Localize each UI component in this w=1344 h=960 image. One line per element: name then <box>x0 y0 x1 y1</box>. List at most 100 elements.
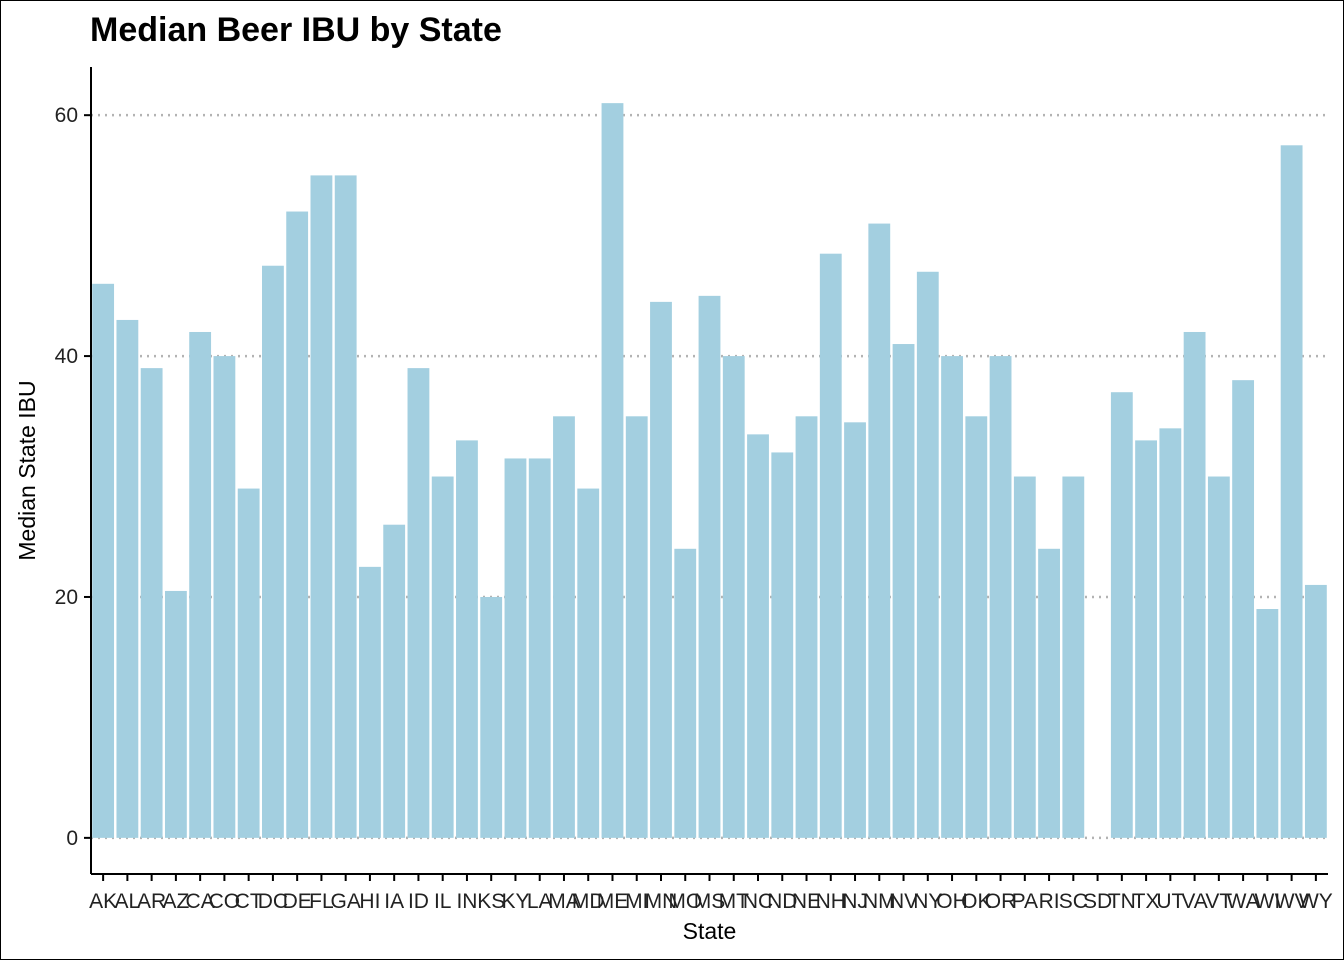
bar-ne <box>795 416 818 838</box>
bar-nj <box>844 422 866 838</box>
bar-mn <box>650 301 672 838</box>
x-tick-label: MD <box>572 890 605 913</box>
x-tick-label: NC <box>743 890 773 913</box>
bar-id <box>407 368 430 838</box>
bar-fl <box>310 175 333 838</box>
bar-ga <box>334 175 357 838</box>
bar-mt <box>722 356 745 838</box>
x-tick-label: NY <box>913 890 942 913</box>
bar-wi <box>1256 609 1279 838</box>
x-tick-label: NM <box>863 890 896 913</box>
x-tick-label: AK <box>89 890 117 913</box>
x-tick-label: ND <box>767 890 797 913</box>
x-tick-label: VA <box>1181 890 1207 913</box>
bars <box>92 103 1327 838</box>
x-tick-label: ID <box>408 890 429 913</box>
x-tick-label: IA <box>384 890 404 913</box>
x-tick-label: TX <box>1133 890 1160 913</box>
bar-pa <box>1013 476 1036 838</box>
bar-ia <box>383 524 406 838</box>
x-tick-label: OH <box>936 890 968 913</box>
bar-wy <box>1304 584 1327 838</box>
x-tick-label: WY <box>1299 890 1333 913</box>
bar-wv <box>1280 145 1303 838</box>
bar-ks <box>480 596 503 838</box>
bar-nm <box>868 223 891 838</box>
bar-md <box>577 488 600 838</box>
bar-or <box>989 356 1012 838</box>
x-tick-label: NV <box>889 890 918 913</box>
x-tick-label: CT <box>235 890 263 913</box>
bar-me <box>601 103 624 838</box>
bar-de <box>286 211 309 838</box>
bar-sc <box>1062 476 1085 838</box>
x-tick-label: VT <box>1205 890 1232 913</box>
x-tick-label: UT <box>1156 890 1184 913</box>
x-tick-label: NJ <box>842 890 868 913</box>
x-tick-label: NH <box>816 890 846 913</box>
x-tick-label: GA <box>331 890 361 913</box>
bar-va <box>1183 331 1206 838</box>
bar-in <box>456 440 478 838</box>
x-tick-label: WI <box>1255 890 1281 913</box>
x-tick-label: HI <box>359 890 380 913</box>
bar-ak <box>92 283 115 838</box>
bar-nd <box>771 452 794 838</box>
x-tick-label: NE <box>792 890 821 913</box>
x-tick-label: OR <box>985 890 1017 913</box>
chart-title: Median Beer IBU by State <box>90 11 502 49</box>
x-tick-label: WA <box>1227 890 1260 913</box>
x-tick-label: IL <box>434 890 452 913</box>
x-tick-label: KY <box>501 890 529 913</box>
x-tick-label: IN <box>456 890 477 913</box>
bar-ut <box>1159 428 1182 838</box>
x-tick-label: AR <box>137 890 166 913</box>
bar-hi <box>359 566 381 838</box>
x-tick-label: DE <box>283 890 312 913</box>
x-tick-label: CA <box>186 890 215 913</box>
bar-ca <box>189 331 212 838</box>
x-tick-label: MA <box>548 890 580 913</box>
bar-tx <box>1135 440 1158 838</box>
bar-ar <box>140 368 163 838</box>
x-tick-label: MO <box>668 890 702 913</box>
bar-ri <box>1038 548 1060 838</box>
bar-il <box>431 476 454 838</box>
bar-mi <box>625 416 648 838</box>
x-tick-label: RI <box>1039 890 1060 913</box>
x-tick-label: SD <box>1083 890 1112 913</box>
y-tick-label: 0 <box>66 827 78 850</box>
bar-oh <box>941 356 963 838</box>
x-tick-label: KS <box>477 890 505 913</box>
bar-dc <box>261 265 284 838</box>
x-tick-label: PA <box>1012 890 1038 913</box>
x-tick-label: AZ <box>162 890 189 913</box>
bar-tn <box>1110 392 1133 838</box>
y-tick-label: 60 <box>55 104 78 127</box>
bar-ma <box>553 416 575 838</box>
x-tick-label: DC <box>258 890 288 913</box>
bar-al <box>116 319 139 838</box>
y-tick-label: 40 <box>55 345 78 368</box>
bar-az <box>164 590 187 838</box>
x-tick-label: MI <box>625 890 648 913</box>
x-tick-label: OK <box>961 890 991 913</box>
bar-nv <box>892 344 915 838</box>
x-tick-label: FL <box>309 890 334 913</box>
bar-nc <box>747 434 769 838</box>
x-axis-title: State <box>683 918 737 944</box>
bar-nh <box>819 253 842 838</box>
y-tick-label: 20 <box>55 586 78 609</box>
x-tick-label: SC <box>1059 890 1088 913</box>
x-tick-label: MS <box>694 890 726 913</box>
bar-ny <box>916 271 939 838</box>
bar-ms <box>698 295 721 838</box>
x-tick-label: LA <box>527 890 553 913</box>
x-tick-label: WV <box>1275 890 1309 913</box>
x-tick-label: TN <box>1108 890 1136 913</box>
bar-vt <box>1207 476 1230 838</box>
x-tick-label: MN <box>645 890 678 913</box>
